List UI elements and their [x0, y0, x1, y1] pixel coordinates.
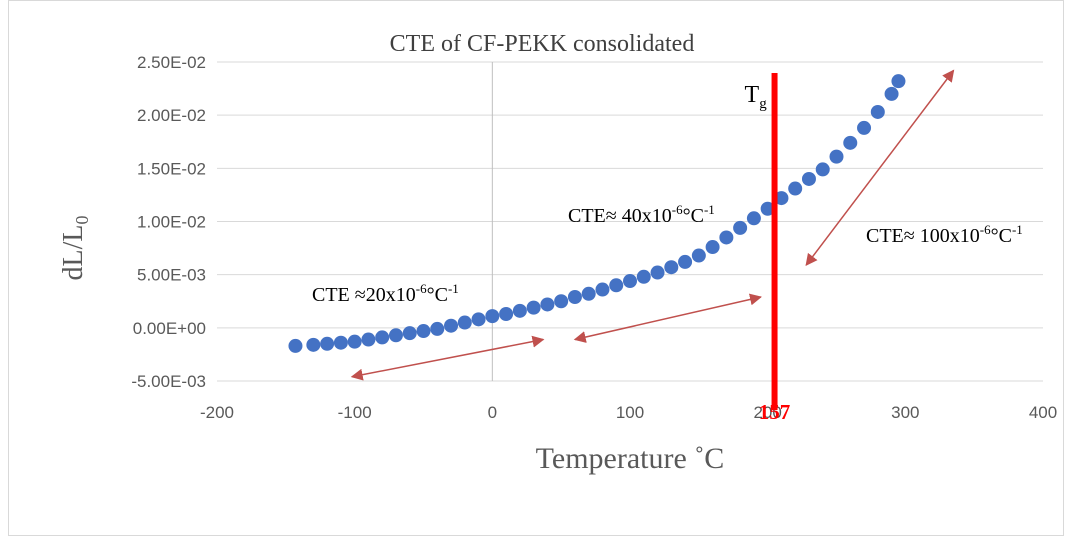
annotation-arrow	[573, 293, 762, 343]
data-point	[288, 338, 303, 353]
x-tick-label: -100	[338, 403, 372, 422]
data-point	[347, 334, 362, 349]
data-point	[375, 330, 390, 345]
data-point	[760, 201, 775, 216]
y-tick-label: 2.50E-02	[137, 53, 206, 72]
x-tick-label: 100	[616, 403, 644, 422]
data-point	[306, 337, 321, 352]
y-tick-label: 0.00E+00	[133, 319, 206, 338]
data-point	[650, 265, 665, 280]
data-point	[416, 324, 431, 339]
x-tick-label: 400	[1029, 403, 1057, 422]
data-point	[678, 254, 693, 269]
y-tick-label: 1.00E-02	[137, 213, 206, 232]
x-tick-label: -200	[200, 403, 234, 422]
data-point	[430, 321, 445, 336]
y-axis-label: dL/L0	[58, 216, 92, 281]
annotation-arrow	[350, 335, 545, 381]
data-point	[471, 312, 486, 327]
tg-value-label: 157	[759, 400, 791, 424]
data-point	[870, 104, 885, 119]
data-point	[540, 297, 555, 312]
data-point	[801, 171, 816, 186]
data-point	[499, 307, 514, 322]
data-point	[746, 211, 761, 226]
data-point	[485, 309, 500, 324]
tg-marker: Tg 157	[745, 73, 791, 424]
data-point	[595, 282, 610, 297]
data-point	[333, 335, 348, 350]
x-tick-labels: -200 -100 0 100 200 300 400	[200, 403, 1057, 422]
data-point	[815, 162, 830, 177]
data-point	[320, 336, 335, 351]
data-point	[705, 240, 720, 255]
data-point	[623, 274, 637, 289]
data-point	[361, 332, 376, 347]
data-point	[526, 300, 541, 315]
chart-title: CTE of CF-PEKK consolidated	[390, 31, 695, 57]
data-point	[444, 318, 459, 333]
x-axis-label: Temperature ˚C	[536, 442, 725, 475]
data-point	[774, 191, 789, 206]
annotation-arrow	[805, 69, 955, 267]
data-point	[554, 294, 569, 309]
tg-label: Tg	[745, 82, 768, 112]
data-point	[843, 135, 858, 150]
data-point	[581, 286, 596, 301]
data-point	[636, 269, 651, 284]
x-tick-label: 300	[891, 403, 919, 422]
x-tick-label: 0	[488, 403, 497, 422]
data-point	[388, 328, 403, 343]
data-point	[691, 248, 706, 263]
data-point	[457, 315, 472, 330]
data-point	[884, 86, 899, 101]
data-point	[719, 230, 734, 245]
y-tick-label: -5.00E-03	[131, 372, 206, 391]
data-point	[829, 149, 844, 164]
data-point	[512, 303, 527, 318]
data-point	[567, 289, 582, 304]
cte-annotation-high: CTE≈ 100x10-6°C-1	[866, 222, 1023, 247]
cte-annotation-low: CTE ≈20x10-6°C-1	[312, 281, 459, 306]
y-tick-label: 2.00E-02	[137, 106, 206, 125]
data-point	[402, 326, 417, 341]
data-point	[664, 260, 679, 275]
annotation-arrows	[350, 69, 955, 381]
y-tick-labels: -5.00E-03 0.00E+00 5.00E-03 1.00E-02 1.50E-0…	[131, 53, 206, 391]
cte-annotation-mid: CTE≈ 40x10-6°C-1	[568, 202, 715, 227]
data-point	[733, 220, 748, 235]
y-tick-label: 5.00E-03	[137, 266, 206, 285]
data-point	[788, 181, 803, 196]
data-point	[609, 278, 624, 293]
data-point	[891, 74, 906, 89]
y-tick-label: 1.50E-02	[137, 159, 206, 178]
data-point	[857, 120, 872, 135]
